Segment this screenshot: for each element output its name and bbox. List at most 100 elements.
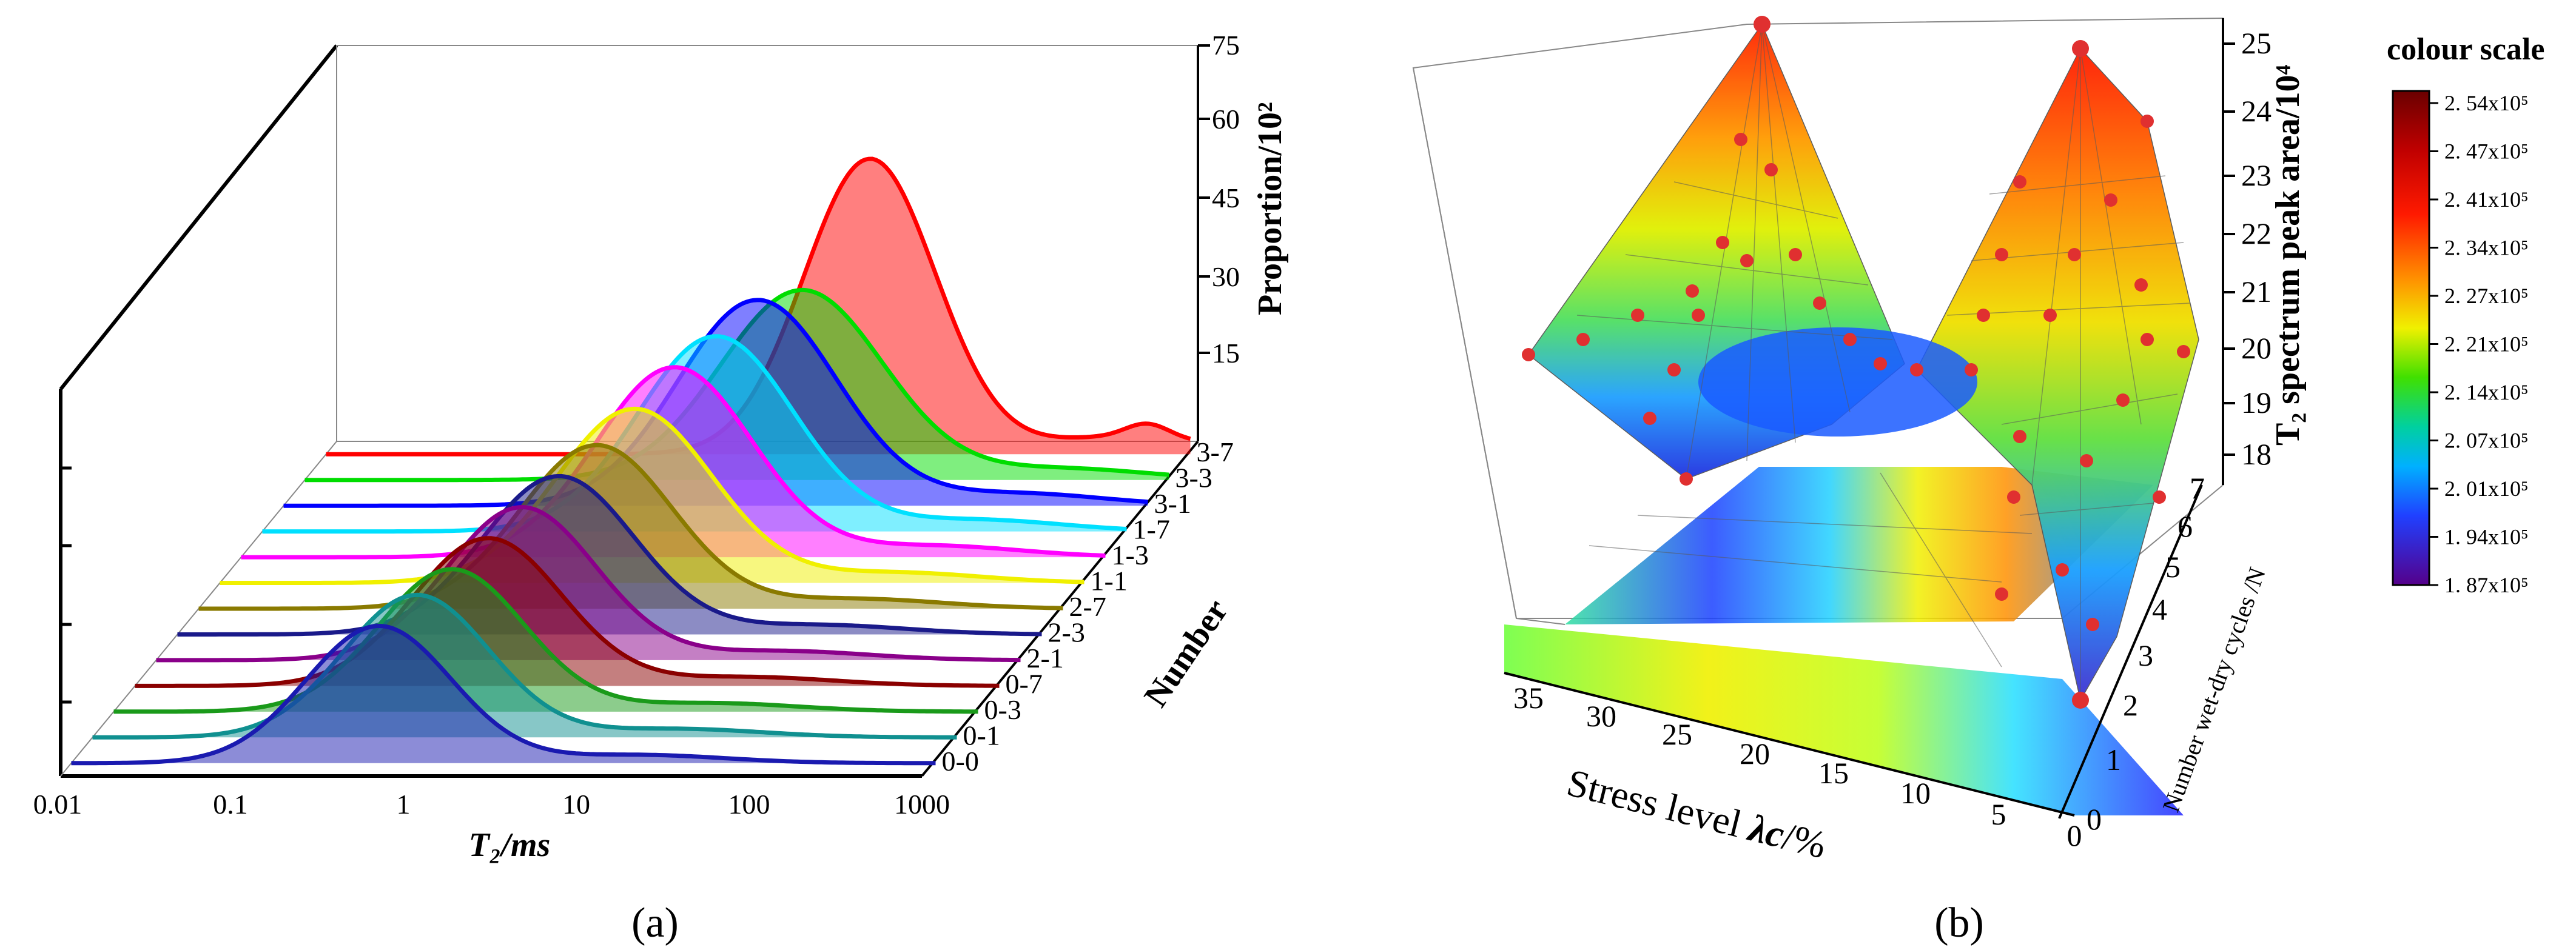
colour-scale-label: 2. 01x10⁵: [2444, 477, 2529, 501]
sample-point: [2141, 333, 2154, 346]
sample-point: [2116, 393, 2130, 407]
series-line-2-1: [156, 504, 1021, 663]
colour-scale-label: 2. 07x10⁵: [2444, 429, 2529, 453]
series-label-3-1: 3-1: [1154, 488, 1191, 519]
panel-a: 75 60 45 30 15 Proportion/10² 0-00-10-30…: [33, 30, 1289, 946]
series-labels: 0-00-10-30-72-12-32-71-11-31-73-13-33-7: [942, 437, 1234, 777]
x-tick-0.1: 0.1: [213, 789, 248, 820]
y-tick-30: 30: [1212, 261, 1240, 292]
x-tick-1000: 1000: [894, 789, 950, 820]
z-tick-23: 23: [2241, 158, 2272, 192]
t2-axis: 0.01 0.1 1 10 100 1000 T₂/ms: [33, 789, 950, 864]
stress-tick-30: 30: [1586, 699, 1616, 733]
colour-scale-label: 2. 14x10⁵: [2444, 380, 2529, 404]
sample-point: [1843, 333, 1857, 346]
sample-point: [1643, 412, 1656, 425]
sample-point: [2056, 563, 2069, 577]
z-tick-21: 21: [2241, 275, 2272, 309]
stress-tick-0: 0: [2067, 818, 2082, 852]
x-tick-0.01: 0.01: [33, 789, 82, 820]
cycles-tick-5: 5: [2165, 550, 2181, 584]
sample-point: [2043, 309, 2057, 322]
x-tick-1: 1: [397, 789, 411, 820]
sample-point: [2134, 278, 2148, 292]
z-tick-24: 24: [2241, 94, 2272, 128]
series-label-0-3: 0-3: [984, 694, 1021, 725]
base-surface: [1504, 624, 2184, 815]
colour-scale-label: 2. 21x10⁵: [2444, 332, 2529, 356]
sample-point: [2080, 454, 2093, 467]
series-label-2-7: 2-7: [1069, 591, 1106, 622]
x-tick-10: 10: [562, 789, 590, 820]
series-label-1-3: 1-3: [1112, 540, 1149, 570]
colour-scale-label: 2. 47x10⁵: [2444, 139, 2529, 164]
series-label-1-1: 1-1: [1091, 566, 1128, 597]
series-line-0-0: [71, 623, 936, 766]
series-line-2-7: [198, 443, 1063, 611]
floor-projection: [1565, 467, 2153, 624]
series-line-0-1: [92, 592, 957, 740]
sample-point: [2068, 248, 2081, 261]
series-label-3-3: 3-3: [1175, 463, 1212, 493]
sample-point: [1686, 284, 1699, 298]
sample-point: [2086, 618, 2099, 631]
sample-point: [1734, 133, 1747, 146]
surface-hollow: [1698, 327, 1977, 437]
surface-right-ridge: [1916, 47, 2199, 702]
cycles-tick-4: 4: [2152, 592, 2167, 626]
series-line-2-3: [177, 473, 1042, 637]
proportion-axis-label: Proportion/10²: [1251, 102, 1289, 315]
series-line-0-3: [113, 567, 978, 714]
colour-scale-label: 1. 94x10⁵: [2444, 525, 2529, 549]
colour-scale-label: 2. 27x10⁵: [2444, 284, 2529, 308]
colour-scale-label: 2. 41x10⁵: [2444, 187, 2529, 212]
series-area-2-1: [156, 507, 1021, 660]
sample-point: [2104, 193, 2117, 207]
sample-point: [1522, 348, 1535, 361]
series-area-0-0: [71, 626, 936, 763]
sample-point: [1631, 309, 1644, 322]
sample-point: [1910, 363, 1923, 376]
sample-point: [1754, 16, 1771, 33]
stress-tick-35: 35: [1513, 681, 1544, 715]
sample-point: [1995, 248, 2008, 261]
sample-points: [1522, 16, 2190, 709]
sample-point: [1692, 309, 1705, 322]
sample-point: [2007, 490, 2020, 504]
colour-scale: colour scale 2. 54x10⁵ 2. 47x10⁵ 2. 41x10⁵…: [2387, 32, 2544, 597]
series-line-0-7: [135, 536, 1000, 688]
caption-a: (a): [631, 900, 679, 946]
sample-point: [1977, 309, 1990, 322]
z-axis-label: T₂ spectrum peak area/10⁴: [2269, 65, 2307, 446]
colour-scale-labels: 2. 54x10⁵ 2. 47x10⁵ 2. 41x10⁵ 2. 34x10⁵ 2. 2…: [2429, 91, 2529, 597]
a-series-group: [71, 156, 1191, 766]
series-area-2-7: [198, 445, 1063, 609]
sample-point: [1576, 333, 1590, 346]
series-label-2-1: 2-1: [1027, 643, 1064, 674]
series-line-1-1: [220, 406, 1085, 585]
cycles-axis-label: Number wet-dry cycles /N: [2157, 564, 2271, 815]
stress-tick-10: 10: [1900, 776, 1931, 810]
sample-point: [1764, 163, 1778, 176]
sample-point: [2072, 40, 2089, 57]
sample-point: [1789, 248, 1802, 261]
colour-scale-label: 2. 54x10⁵: [2444, 91, 2529, 115]
proportion-axis: 75 60 45 30 15 Proportion/10²: [1198, 30, 1289, 369]
sample-point: [1680, 472, 1693, 486]
sample-point: [2141, 115, 2154, 128]
y-tick-60: 60: [1212, 104, 1240, 135]
series-area-0-3: [113, 569, 978, 712]
z-tick-22: 22: [2241, 216, 2272, 250]
sample-point: [1740, 254, 1754, 267]
sample-point: [2013, 175, 2026, 189]
z-tick-19: 19: [2241, 386, 2272, 420]
cycles-tick-7: 7: [2190, 471, 2205, 505]
z-axis: 25 24 23 22 21 20 19 18 T₂ spectrum peak…: [2222, 18, 2307, 485]
colour-scale-label: 1. 87x10⁵: [2444, 573, 2529, 597]
depth-axis-label: Number: [1137, 593, 1236, 714]
series-label-0-1: 0-1: [963, 720, 1000, 751]
sample-point: [2177, 345, 2190, 358]
sample-point: [1965, 363, 1978, 376]
colour-scale-bar: [2392, 90, 2430, 586]
